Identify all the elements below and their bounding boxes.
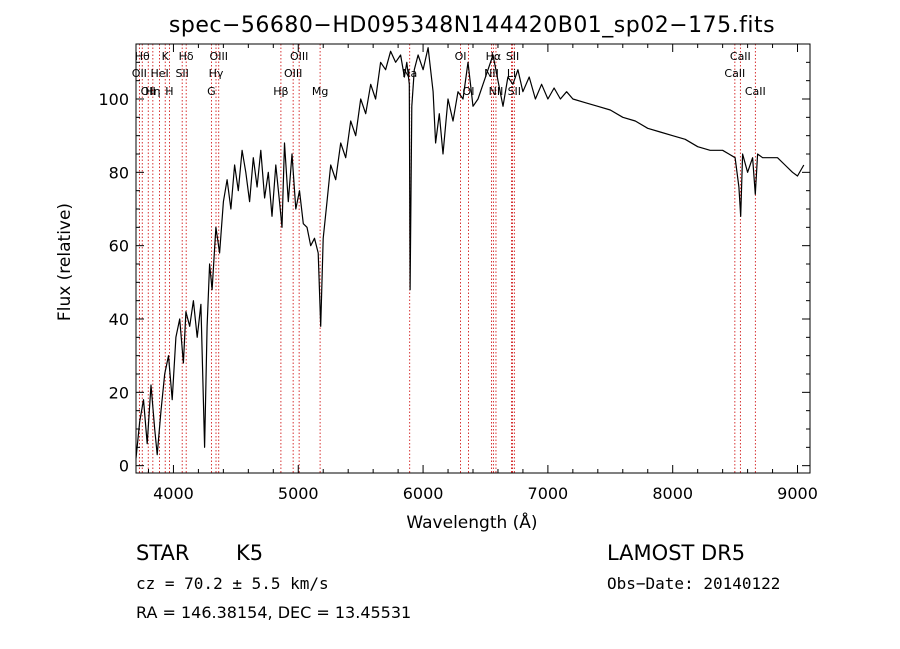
line-marker-label-26: CaII [724,67,745,80]
line-marker-label-27: CaII [745,85,766,98]
line-marker-label-17: OI [455,50,467,63]
line-marker-label-25: CaII [730,50,751,63]
line-marker-label-24: SII [508,85,521,98]
line-marker-label-3: Hη [145,85,160,98]
line-marker-label-13: OIII [290,50,308,63]
x-axis-label: Wavelength (Å) [406,511,537,533]
emission-line-markers [138,44,756,473]
object-subclass: K5 [236,541,263,565]
survey-name: LAMOST DR5 [607,541,745,565]
line-marker-label-18: OI [463,85,475,98]
line-marker-label-11: G [207,85,216,98]
x-tick-label-7000: 7000 [528,484,569,503]
x-tick-label-9000: 9000 [777,484,818,503]
y-tick-label-60: 60 [109,237,129,256]
observation-date: Obs−Date: 20140122 [607,574,780,593]
line-marker-label-15: Mg [312,85,328,98]
line-marker-label-9: OIII [210,50,228,63]
chart-title: spec−56680−HD095348N144420B01_sp02−175.f… [169,13,775,38]
line-marker-label-12: Hβ [273,85,288,98]
line-marker-label-22: SII [506,50,519,63]
line-marker-label-23: Li [507,67,516,80]
y-tick-label-100: 100 [98,90,129,109]
line-marker-label-1: OII [132,67,147,80]
line-marker-label-6: H [165,85,173,98]
x-tick-label-4000: 4000 [153,484,194,503]
spectrum-line [135,47,805,459]
x-tick-label-6000: 6000 [403,484,444,503]
line-marker-label-7: Hδ [179,50,194,63]
line-marker-label-4: K [162,50,170,63]
y-tick-label-80: 80 [109,163,129,182]
line-marker-label-0: Hθ [135,50,150,63]
y-tick-label-40: 40 [109,310,129,329]
x-tick-label-8000: 8000 [652,484,693,503]
y-axis-ticks: 0 20 40 60 80 100 [98,61,810,476]
line-marker-label-14: OIII [284,67,302,80]
plot-frame [135,43,811,474]
line-marker-label-2: OII [141,85,156,98]
object-class: STAR [136,541,189,565]
coordinates-info: RA = 146.38154, DEC = 13.45531 [136,603,411,622]
y-tick-label-0: 0 [119,457,129,476]
redshift-info: cz = 70.2 ± 5.5 km/s [136,574,329,593]
line-marker-label-8: SII [175,67,188,80]
x-tick-label-5000: 5000 [278,484,319,503]
y-axis-label: Flux (relative) [55,203,75,321]
x-axis-ticks: 4000 5000 6000 7000 8000 9000 [147,44,818,503]
y-tick-label-20: 20 [109,383,129,402]
line-marker-label-10: Hγ [209,67,224,80]
line-marker-label-5: HeI [150,67,168,80]
